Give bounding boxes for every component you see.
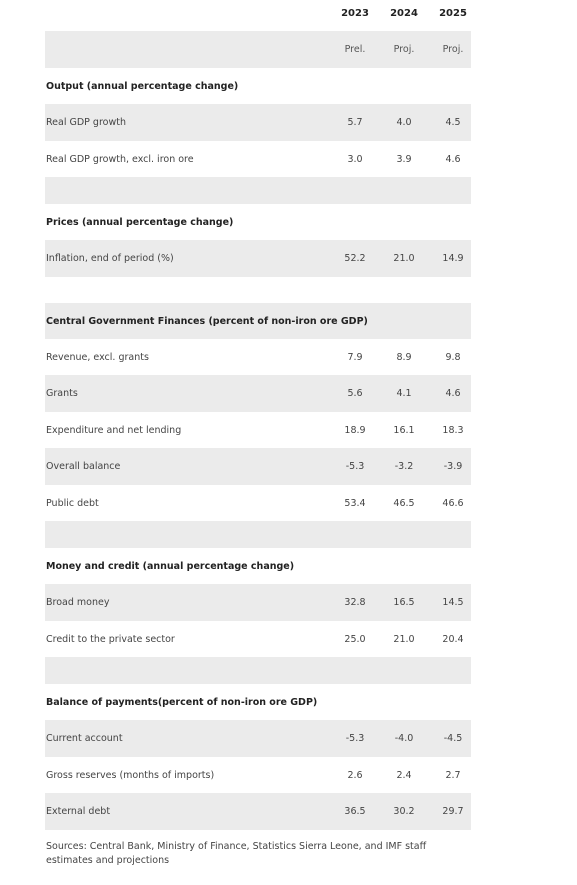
table-row: Real GDP growth, excl. iron ore 3.0 3.9 … [45,141,471,177]
row-label: Grants [46,388,78,399]
section-header-output: Output (annual percentage change) [45,68,471,104]
section-title: Output (annual percentage change) [46,80,239,92]
value-2024: 3.9 [396,153,412,165]
value-2025: 46.6 [442,497,464,509]
spacer-row [45,177,471,204]
year-2025: 2025 [439,7,467,19]
section-header-prices: Prices (annual percentage change) [45,204,471,240]
table-row: Public debt 53.4 46.5 46.6 [45,485,471,521]
value-2025: 9.8 [445,351,461,363]
year-2024: 2024 [390,7,418,19]
value-2025: 18.3 [442,424,464,436]
value-2024: 16.5 [393,597,415,608]
status-2023: Prel. [344,44,366,55]
value-2024: -3.2 [394,461,414,472]
row-label: Broad money [46,597,110,608]
value-2023: 25.0 [344,633,366,645]
value-2023: -5.3 [345,733,365,744]
row-label: Inflation, end of period (%) [46,253,174,264]
value-2025: 4.6 [445,388,461,399]
table-row: Grants 5.6 4.1 4.6 [45,375,471,412]
status-2025: Proj. [442,44,464,55]
value-2025: 4.5 [445,117,461,128]
table-row: Current account -5.3 -4.0 -4.5 [45,720,471,757]
value-2023: 5.6 [347,388,363,399]
row-label: Real GDP growth, excl. iron ore [46,153,194,165]
row-label: Revenue, excl. grants [46,351,149,363]
table-header-years: 2023 2024 2025 [45,0,471,26]
value-2024: 21.0 [393,253,415,264]
section-header-balance-of-payments: Balance of payments(percent of non-iron … [45,684,471,720]
table-row: External debt 36.5 30.2 29.7 [45,793,471,830]
section-header-money-credit: Money and credit (annual percentage chan… [45,548,471,584]
table-row: Broad money 32.8 16.5 14.5 [45,584,471,621]
value-2024: 46.5 [393,497,415,509]
spacer-row [45,521,471,548]
value-2023: -5.3 [345,461,365,472]
value-2023: 7.9 [347,351,363,363]
value-2024: 30.2 [393,806,415,817]
value-2024: 8.9 [396,351,412,363]
value-2023: 52.2 [344,253,366,264]
value-2025: 14.9 [442,253,464,264]
row-label: Real GDP growth [46,117,126,128]
row-label: Gross reserves (months of imports) [46,769,215,781]
table-header-status: Prel. Proj. Proj. [45,31,471,68]
value-2024: 4.1 [396,388,412,399]
value-2024: 16.1 [393,424,415,436]
table-row: Gross reserves (months of imports) 2.6 2… [45,757,471,793]
row-label: Current account [46,733,123,744]
spacer-row [45,277,471,303]
value-2025: 2.7 [445,769,461,781]
value-2023: 5.7 [347,117,363,128]
status-2024: Proj. [393,44,415,55]
value-2023: 32.8 [344,597,366,608]
value-2023: 2.6 [347,769,363,781]
table-row: Real GDP growth 5.7 4.0 4.5 [45,104,471,141]
value-2023: 3.0 [347,153,363,165]
value-2024: 21.0 [393,633,415,645]
value-2025: 4.6 [445,153,461,165]
row-label: Overall balance [46,461,121,472]
section-title: Central Government Finances (percent of … [46,315,368,327]
table-row: Revenue, excl. grants 7.9 8.9 9.8 [45,339,471,375]
row-label: Public debt [46,497,99,509]
row-label: External debt [46,806,111,817]
value-2024: 2.4 [396,769,412,781]
section-header-government-finances: Central Government Finances (percent of … [45,303,471,339]
value-2024: 4.0 [396,117,412,128]
spacer-row [45,657,471,684]
section-title: Money and credit (annual percentage chan… [46,560,295,572]
value-2023: 36.5 [344,806,366,817]
section-title: Prices (annual percentage change) [46,216,234,228]
table-row: Overall balance -5.3 -3.2 -3.9 [45,448,471,485]
table-row: Credit to the private sector 25.0 21.0 2… [45,621,471,657]
row-label: Credit to the private sector [46,633,175,645]
table-row: Expenditure and net lending 18.9 16.1 18… [45,412,471,448]
value-2024: -4.0 [394,733,414,744]
value-2023: 18.9 [344,424,366,436]
source-note: Sources: Central Bank, Ministry of Finan… [46,841,427,866]
year-2023: 2023 [341,7,369,19]
value-2025: 20.4 [442,633,464,645]
value-2025: -3.9 [443,461,463,472]
section-title: Balance of payments(percent of non-iron … [46,696,318,708]
value-2025: 29.7 [442,806,464,817]
row-label: Expenditure and net lending [46,424,182,436]
value-2025: 14.5 [442,597,464,608]
table-row: Inflation, end of period (%) 52.2 21.0 1… [45,240,471,277]
value-2023: 53.4 [344,497,366,509]
value-2025: -4.5 [443,733,463,744]
